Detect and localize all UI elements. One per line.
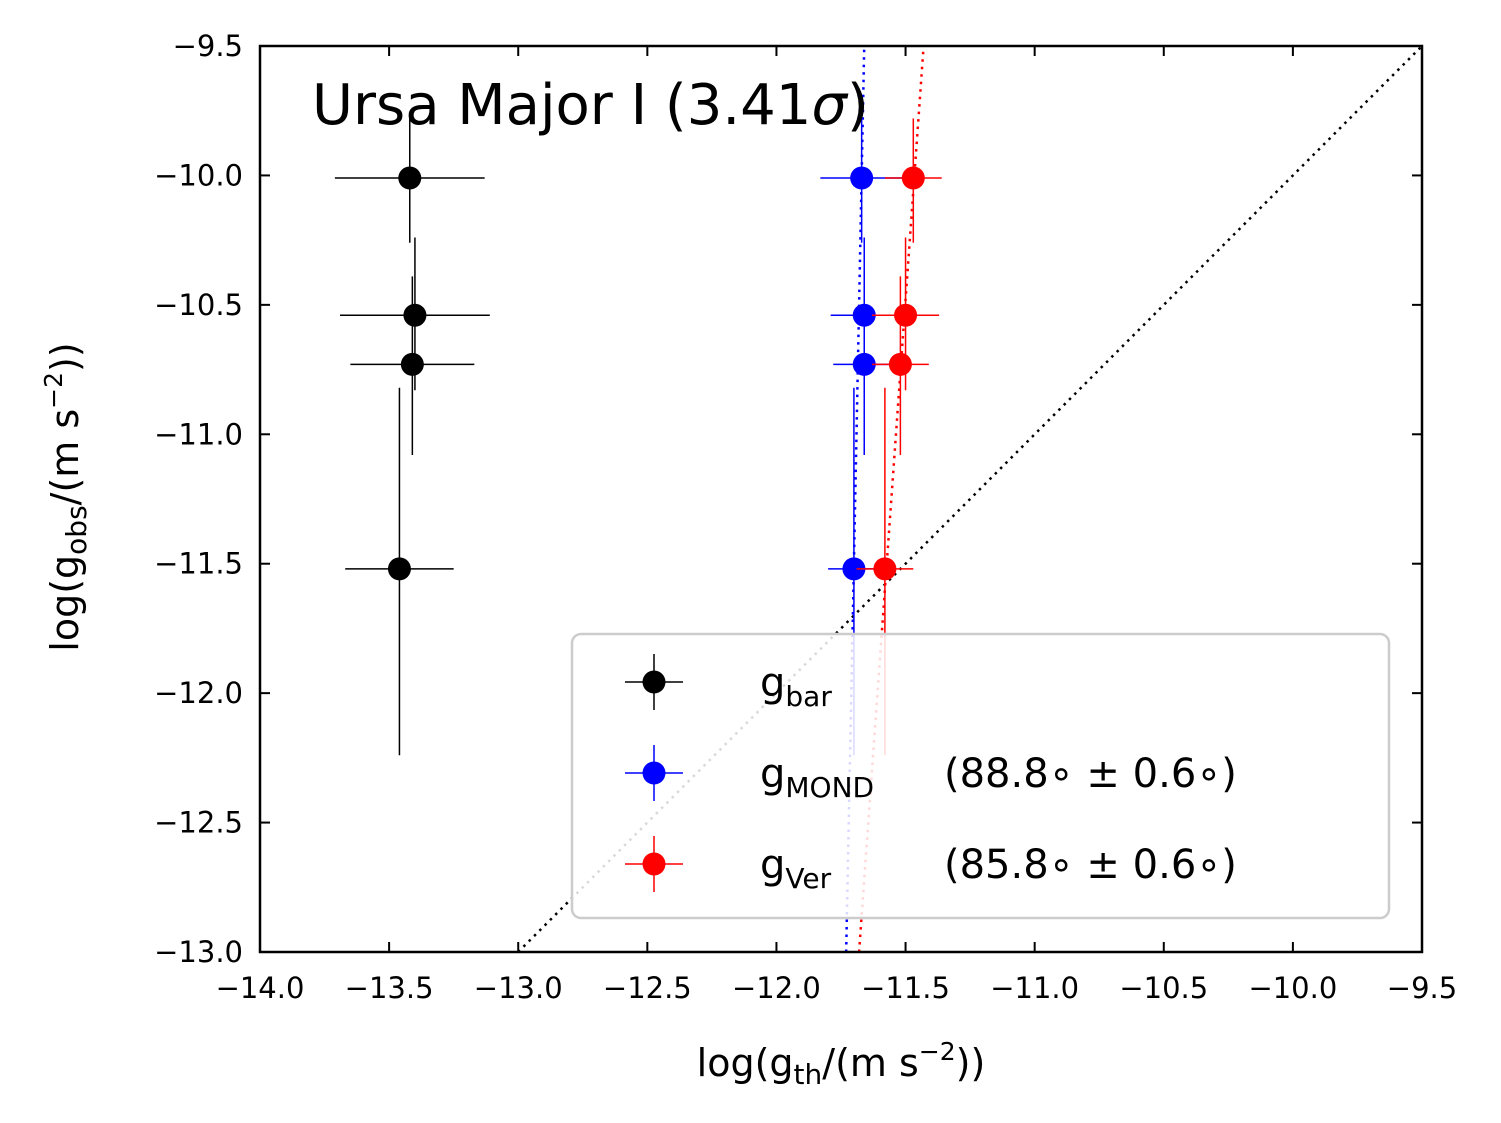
- chart-title-close: ): [847, 73, 869, 138]
- point-marker: [852, 352, 876, 376]
- plot-frame: [258, 44, 1424, 954]
- legend-label: gbar: [760, 660, 832, 713]
- x-axis-label: log(gth/(m s−2)): [697, 1037, 986, 1091]
- x-tick-label: −12.0: [732, 971, 821, 1005]
- point-marker: [842, 557, 866, 581]
- x-tick-label: −13.0: [474, 971, 563, 1005]
- point-marker: [398, 166, 422, 190]
- legend-box: [570, 632, 1391, 920]
- data-point-ver: [871, 276, 929, 455]
- point-marker: [403, 303, 427, 327]
- x-tick-label: −14.0: [216, 971, 305, 1005]
- x-tick-label: −12.5: [603, 971, 692, 1005]
- legend-marker: [642, 761, 666, 785]
- y-tick-label: −10.0: [154, 158, 243, 192]
- y-tick-label: −11.5: [154, 547, 243, 581]
- legend-label: gVer: [760, 842, 832, 895]
- point-marker: [901, 166, 925, 190]
- x-tick-label: −11.5: [861, 971, 950, 1005]
- legend-angle: (85.8∘ ± 0.6∘): [944, 842, 1237, 888]
- x-tick-label: −10.5: [1119, 971, 1208, 1005]
- legend-angle: (88.8∘ ± 0.6∘): [944, 751, 1237, 797]
- one-to-one-line-layer: [517, 46, 1422, 952]
- data-point-mond: [833, 276, 896, 455]
- y-tick-label: −11.0: [154, 417, 243, 451]
- chart-title-text: Ursa Major I (3.41: [312, 73, 811, 138]
- point-marker: [850, 166, 874, 190]
- x-tick-label: −9.5: [1387, 971, 1457, 1005]
- data-points-layer: [334, 118, 942, 756]
- y-tick-label: −12.0: [154, 676, 243, 710]
- x-tick-label: −13.5: [345, 971, 434, 1005]
- legend-label: gMOND: [760, 751, 874, 804]
- legend-marker: [642, 852, 666, 876]
- chart-title-sigma: σ: [811, 73, 848, 138]
- legend-marker: [642, 670, 666, 694]
- point-marker: [387, 557, 411, 581]
- y-tick-label: −13.0: [154, 935, 243, 969]
- chart-title: Ursa Major I (3.41σ): [312, 73, 869, 138]
- data-point-bar: [345, 387, 454, 756]
- y-tick-label: −12.5: [154, 806, 243, 840]
- one-to-one-line: [517, 46, 1422, 952]
- x-tick-label: −11.0: [990, 971, 1079, 1005]
- data-point-bar: [350, 276, 475, 455]
- y-tick-label: −9.5: [173, 29, 243, 63]
- legend-entry-ver: gVer (85.8∘ ± 0.6∘): [625, 836, 1237, 895]
- point-marker: [894, 303, 918, 327]
- x-tick-label: −10.0: [1248, 971, 1337, 1005]
- legend: gbar gMOND (88.8∘ ± 0.6∘) gVer (85.8∘ ± 0.6∘…: [570, 632, 1391, 920]
- y-axis-label: log(gobs/(m s−2)): [39, 342, 93, 651]
- data-point-ver: [884, 118, 942, 243]
- data-point-bar: [334, 118, 485, 243]
- y-axis-ticks: −9.5 −10.0 −10.5 −11.0 −11.5 −12.0 −12.5 −13.0: [154, 29, 1422, 969]
- point-marker: [873, 557, 897, 581]
- legend-entry-bar: gbar: [625, 654, 832, 713]
- point-marker: [400, 352, 424, 376]
- x-axis-ticks: −14.0 −13.5 −13.0 −12.5 −12.0 −11.5 −11.0 −10.5…: [216, 46, 1457, 1005]
- point-marker: [888, 352, 912, 376]
- legend-entry-mond: gMOND (88.8∘ ± 0.6∘): [625, 745, 1237, 804]
- y-tick-label: −10.5: [154, 288, 243, 322]
